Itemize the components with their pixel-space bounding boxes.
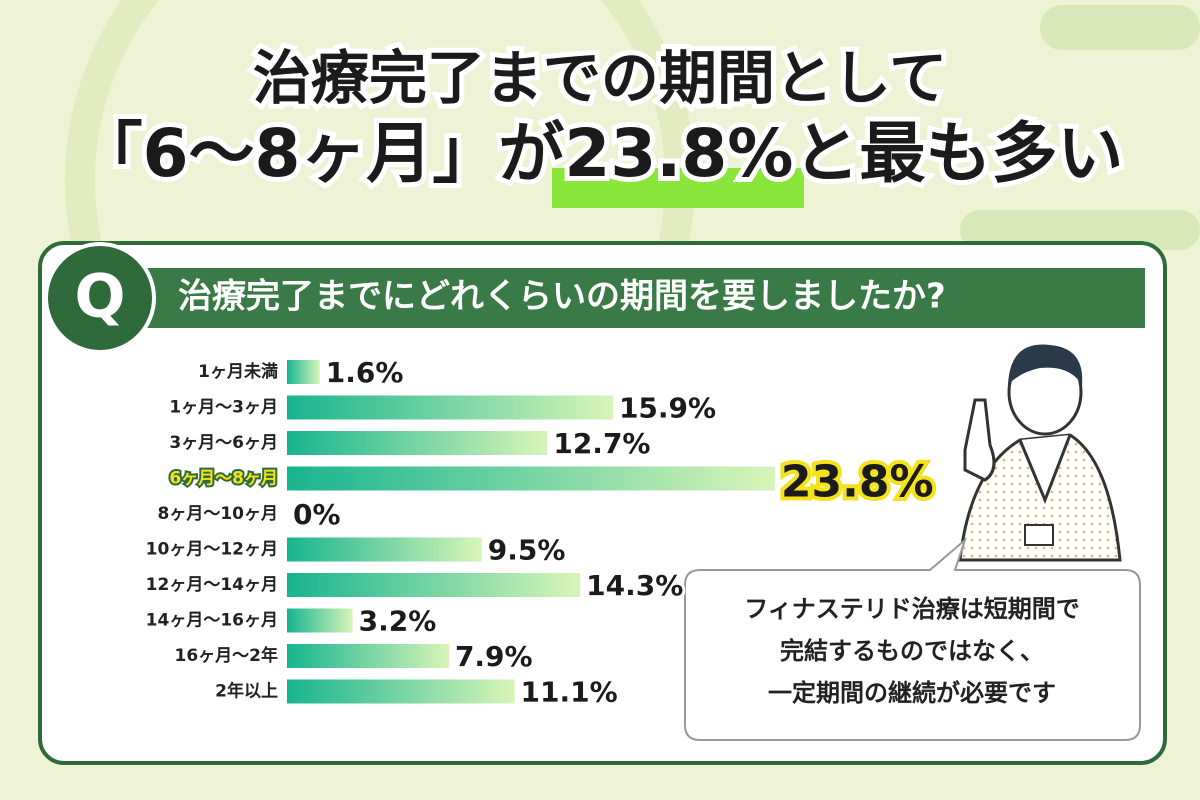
- category-label: 1ヶ月〜3ヶ月: [169, 398, 278, 418]
- category-label: 3ヶ月〜6ヶ月: [169, 433, 278, 453]
- category-label: 10ヶ月〜12ヶ月: [146, 540, 278, 560]
- bar: [287, 360, 320, 384]
- value-label: 1.6%: [326, 356, 404, 389]
- bar: [287, 608, 353, 633]
- bar: [287, 466, 775, 491]
- value-label: 3.2%: [359, 605, 437, 638]
- q-mark: Q: [74, 262, 125, 332]
- value-label: 11.1%: [521, 676, 618, 709]
- category-label: 14ヶ月〜16ヶ月: [146, 611, 278, 631]
- badge: [1024, 524, 1054, 546]
- bar: [287, 573, 581, 597]
- bar: [287, 679, 515, 704]
- category-label: 16ヶ月〜2年: [175, 645, 279, 666]
- category-label: 12ヶ月〜14ヶ月: [146, 575, 278, 595]
- category-label: 6ヶ月〜8ヶ月: [169, 469, 278, 489]
- category-label: 8ヶ月〜10ヶ月: [158, 504, 279, 524]
- bar: [287, 431, 548, 455]
- q-circle: [44, 242, 156, 354]
- collar: [1018, 434, 1072, 505]
- bar: [287, 537, 482, 562]
- decor: [1040, 5, 1200, 50]
- hair: [1008, 344, 1083, 385]
- annotation-line: フィナステリド治療は短期間で: [744, 595, 1080, 623]
- value-label: 23.8%: [781, 457, 934, 508]
- title: 治療完了までの期間として: [253, 44, 947, 112]
- decor: [960, 210, 1200, 250]
- person: [958, 344, 1122, 562]
- bar: [287, 644, 449, 668]
- category-label: 1ヶ月未満: [198, 361, 278, 382]
- bar: [287, 395, 613, 420]
- annotation-line: 一定期間の継続が必要です: [768, 679, 1056, 707]
- value-label: 15.9%: [619, 392, 716, 425]
- question-band: [120, 268, 1145, 328]
- value-label: 0%: [293, 498, 341, 531]
- highlight-band: [552, 168, 804, 208]
- question: 治療完了までにどれくらいの期間を要しましたか?: [178, 277, 946, 317]
- value-label: 14.3%: [586, 569, 683, 602]
- category-label: 2年以上: [215, 681, 278, 702]
- value-label: 12.7%: [553, 427, 650, 460]
- speech-bubble: [684, 536, 1141, 741]
- hand: [963, 398, 996, 482]
- value-label: 7.9%: [455, 640, 533, 673]
- annotation-line: 完結するものではなく、: [780, 637, 1044, 665]
- subtitle: 「6〜8ヶ月」が23.8%と最も多い: [77, 115, 1124, 192]
- value-label: 9.5%: [488, 534, 566, 567]
